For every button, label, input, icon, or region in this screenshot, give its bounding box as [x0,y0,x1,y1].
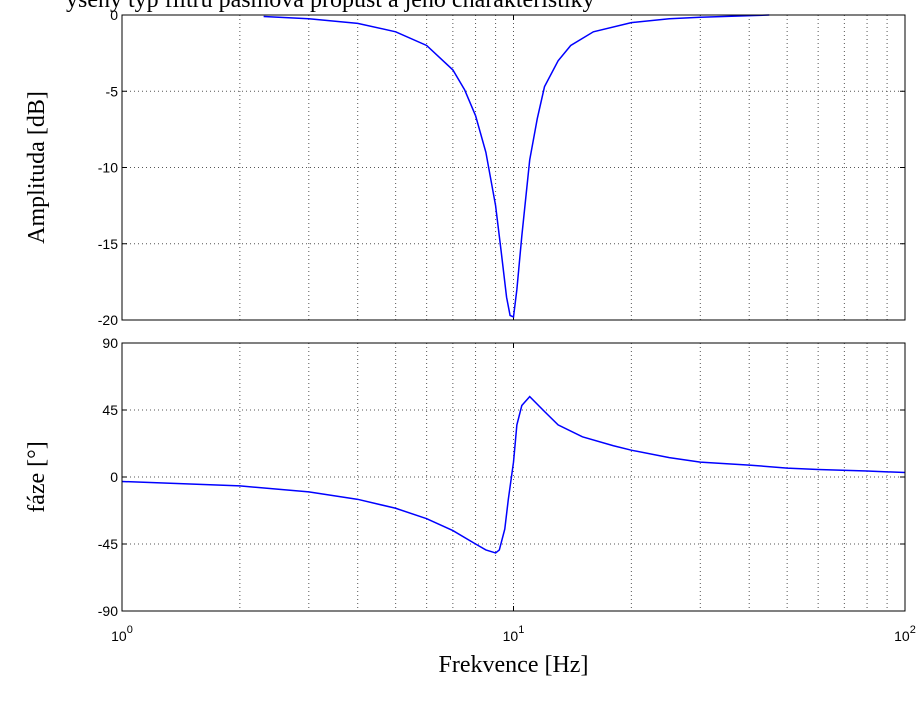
amplitude-grid [121,15,906,320]
phase-series-line [121,395,906,554]
phase-x-ticks: 100 101 102 [111,624,916,644]
x-tick-label: 102 [894,624,916,644]
amplitude-y-axis-label: Amplituda [dB] [24,91,50,244]
y-tick-label: -20 [98,312,118,328]
x-tick-exponent: 2 [910,624,916,636]
y-tick-label: -15 [98,236,118,252]
y-tick-label: 0 [110,7,118,23]
x-tick-exponent: 1 [518,624,524,636]
x-tick-label: 100 [111,624,133,644]
amplitude-panel: 0 -5 -10 -15 -20 Amplituda [dB] [24,7,906,328]
phase-y-ticks: 90 45 0 -45 -90 [98,335,905,619]
amplitude-series-line [263,14,770,319]
amplitude-y-ticks: 0 -5 -10 -15 -20 [98,7,905,328]
y-tick-label: -90 [98,603,118,619]
y-tick-label: -5 [106,83,119,99]
x-tick-base: 10 [503,628,519,644]
phase-x-axis-label: Frekvence [Hz] [439,652,589,678]
y-tick-label: 90 [102,335,118,351]
phase-grid [121,343,906,611]
y-tick-label: -10 [98,160,118,176]
top-text: ýšený typ filtru pásmová propust a jeho … [66,0,595,13]
phase-y-axis-label: fáze [°] [24,441,50,513]
x-tick-label: 101 [503,624,525,644]
y-tick-label: -45 [98,536,118,552]
x-tick-base: 10 [894,628,910,644]
x-tick-exponent: 0 [127,624,133,636]
y-tick-label: 45 [102,402,118,418]
x-tick-base: 10 [111,628,127,644]
y-tick-label: 0 [110,469,118,485]
